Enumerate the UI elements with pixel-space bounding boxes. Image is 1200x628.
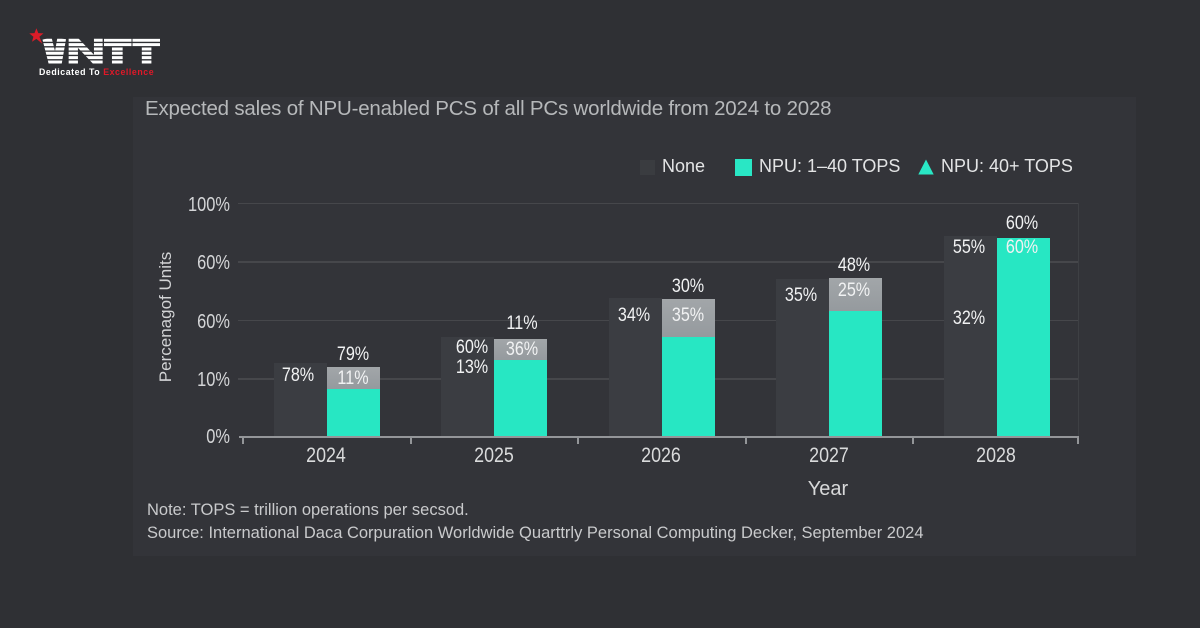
svg-text:Dedicated To Excellence: Dedicated To Excellence <box>39 67 154 77</box>
